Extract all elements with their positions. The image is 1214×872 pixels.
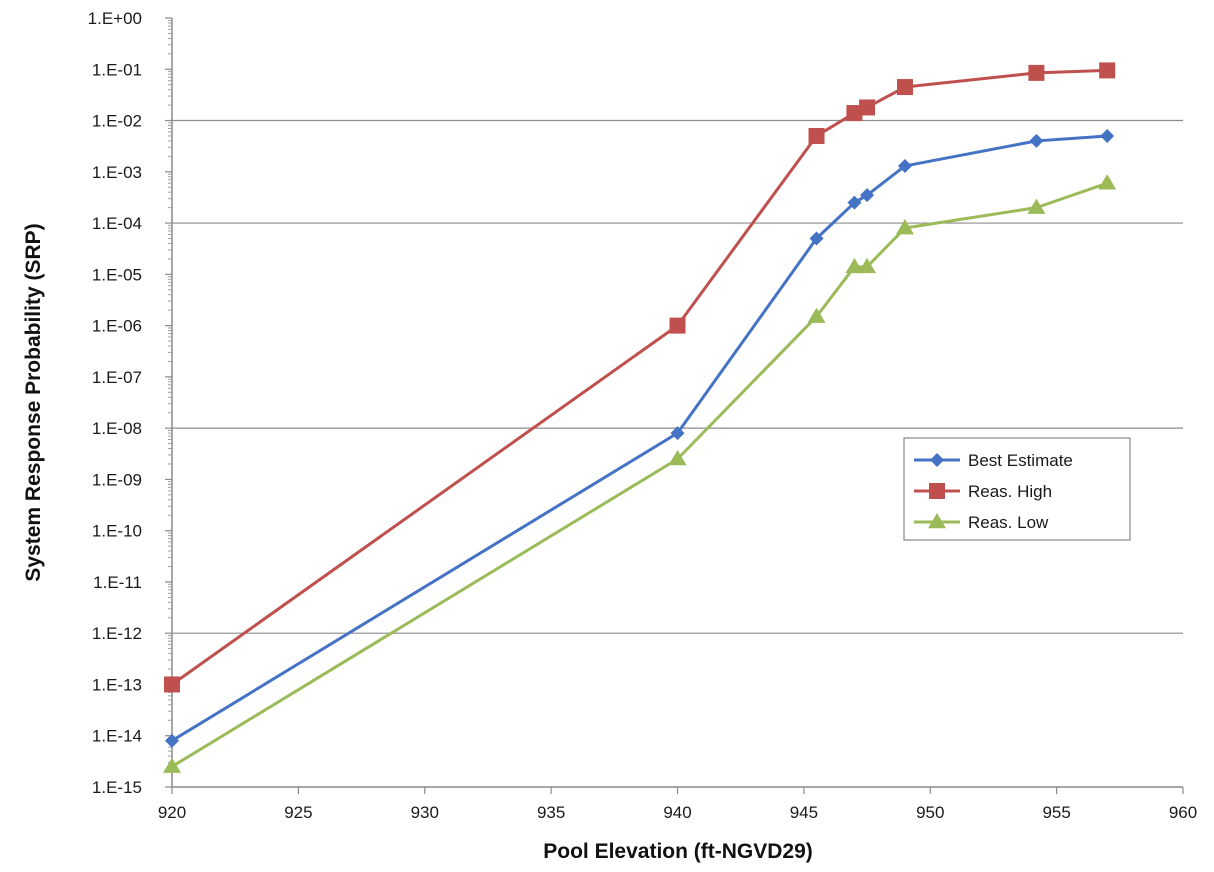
axes: 1.E+00 1.E-01 1.E-02 1.E-03 1.E-04 1.E-05 1.E-… xyxy=(88,9,1198,822)
y-tick-label: 1.E-12 xyxy=(92,624,142,643)
legend-swatch-best-estimate xyxy=(930,453,944,467)
y-tick-label: 1.E-04 xyxy=(92,214,142,233)
y-tick-label: 1.E-08 xyxy=(92,419,142,438)
data-point-best-estimate xyxy=(897,158,912,173)
data-point-reas-high xyxy=(896,79,913,96)
series-line-reas-low xyxy=(171,181,1108,768)
legend-swatch-reas-high xyxy=(929,483,945,499)
series-markers xyxy=(163,62,1117,773)
y-tick-label: 1.E-13 xyxy=(92,675,142,694)
legend-label-reas-high: Reas. High xyxy=(968,482,1052,501)
data-point-best-estimate xyxy=(165,733,179,748)
y-tick-label: 1.E-07 xyxy=(92,368,142,387)
x-tick-label: 945 xyxy=(790,803,818,822)
y-tick-label: 1.E-03 xyxy=(92,163,142,182)
y-axis-title: System Response Probability (SRP) xyxy=(22,223,45,581)
series-line-reas-high xyxy=(171,68,1108,686)
y-tick-label: 1.E-09 xyxy=(92,470,142,489)
x-tick-label: 935 xyxy=(537,803,565,822)
data-point-reas-high xyxy=(164,676,180,693)
data-point-best-estimate xyxy=(1029,133,1044,148)
data-point-reas-low xyxy=(163,757,181,773)
data-point-reas-high xyxy=(1099,62,1116,79)
data-point-reas-high xyxy=(1028,64,1045,81)
y-tick-label: 1.E+00 xyxy=(88,9,142,28)
y-tick-label: 1.E-02 xyxy=(92,112,142,131)
x-tick-label: 930 xyxy=(411,803,439,822)
legend-label-best-estimate: Best Estimate xyxy=(968,451,1073,470)
x-tick-label: 940 xyxy=(663,803,691,822)
x-tick-label: 960 xyxy=(1169,803,1197,822)
y-tick-label: 1.E-06 xyxy=(92,317,142,336)
data-point-reas-high xyxy=(859,99,876,116)
data-point-best-estimate xyxy=(670,426,685,441)
y-tick-label: 1.E-14 xyxy=(92,727,142,746)
data-point-reas-high xyxy=(808,127,825,144)
data-point-reas-low xyxy=(807,307,826,323)
data-point-reas-low xyxy=(1098,174,1117,190)
y-tick-label: 1.E-15 xyxy=(92,778,142,797)
data-point-reas-low xyxy=(1027,198,1046,214)
series-line-best-estimate xyxy=(171,134,1108,742)
series-lines xyxy=(171,68,1108,768)
data-point-reas-low xyxy=(845,257,864,274)
data-point-reas-high xyxy=(846,105,863,122)
legend: Best Estimate Reas. High Reas. Low xyxy=(903,437,1131,541)
data-point-reas-high xyxy=(669,317,686,334)
data-point-reas-low xyxy=(668,449,687,466)
legend-swatch-reas-low xyxy=(928,513,946,529)
data-point-best-estimate xyxy=(1100,128,1115,143)
data-point-best-estimate xyxy=(809,231,824,246)
data-point-reas-low xyxy=(895,219,914,235)
data-point-best-estimate xyxy=(847,195,862,210)
x-tick-label: 955 xyxy=(1042,803,1070,822)
x-tick-label: 920 xyxy=(158,803,186,822)
x-tick-label: 950 xyxy=(916,803,944,822)
x-axis-title: Pool Elevation (ft-NGVD29) xyxy=(543,840,813,863)
legend-label-reas-low: Reas. Low xyxy=(968,513,1049,532)
x-tick-label: 925 xyxy=(284,803,312,822)
data-point-best-estimate xyxy=(860,188,875,203)
data-point-reas-low xyxy=(858,257,877,274)
y-tick-label: 1.E-01 xyxy=(92,60,142,79)
grid-lines xyxy=(172,119,1183,634)
y-tick-label: 1.E-05 xyxy=(92,265,142,284)
y-tick-label: 1.E-10 xyxy=(92,522,142,541)
y-tick-label: 1.E-11 xyxy=(93,573,142,592)
